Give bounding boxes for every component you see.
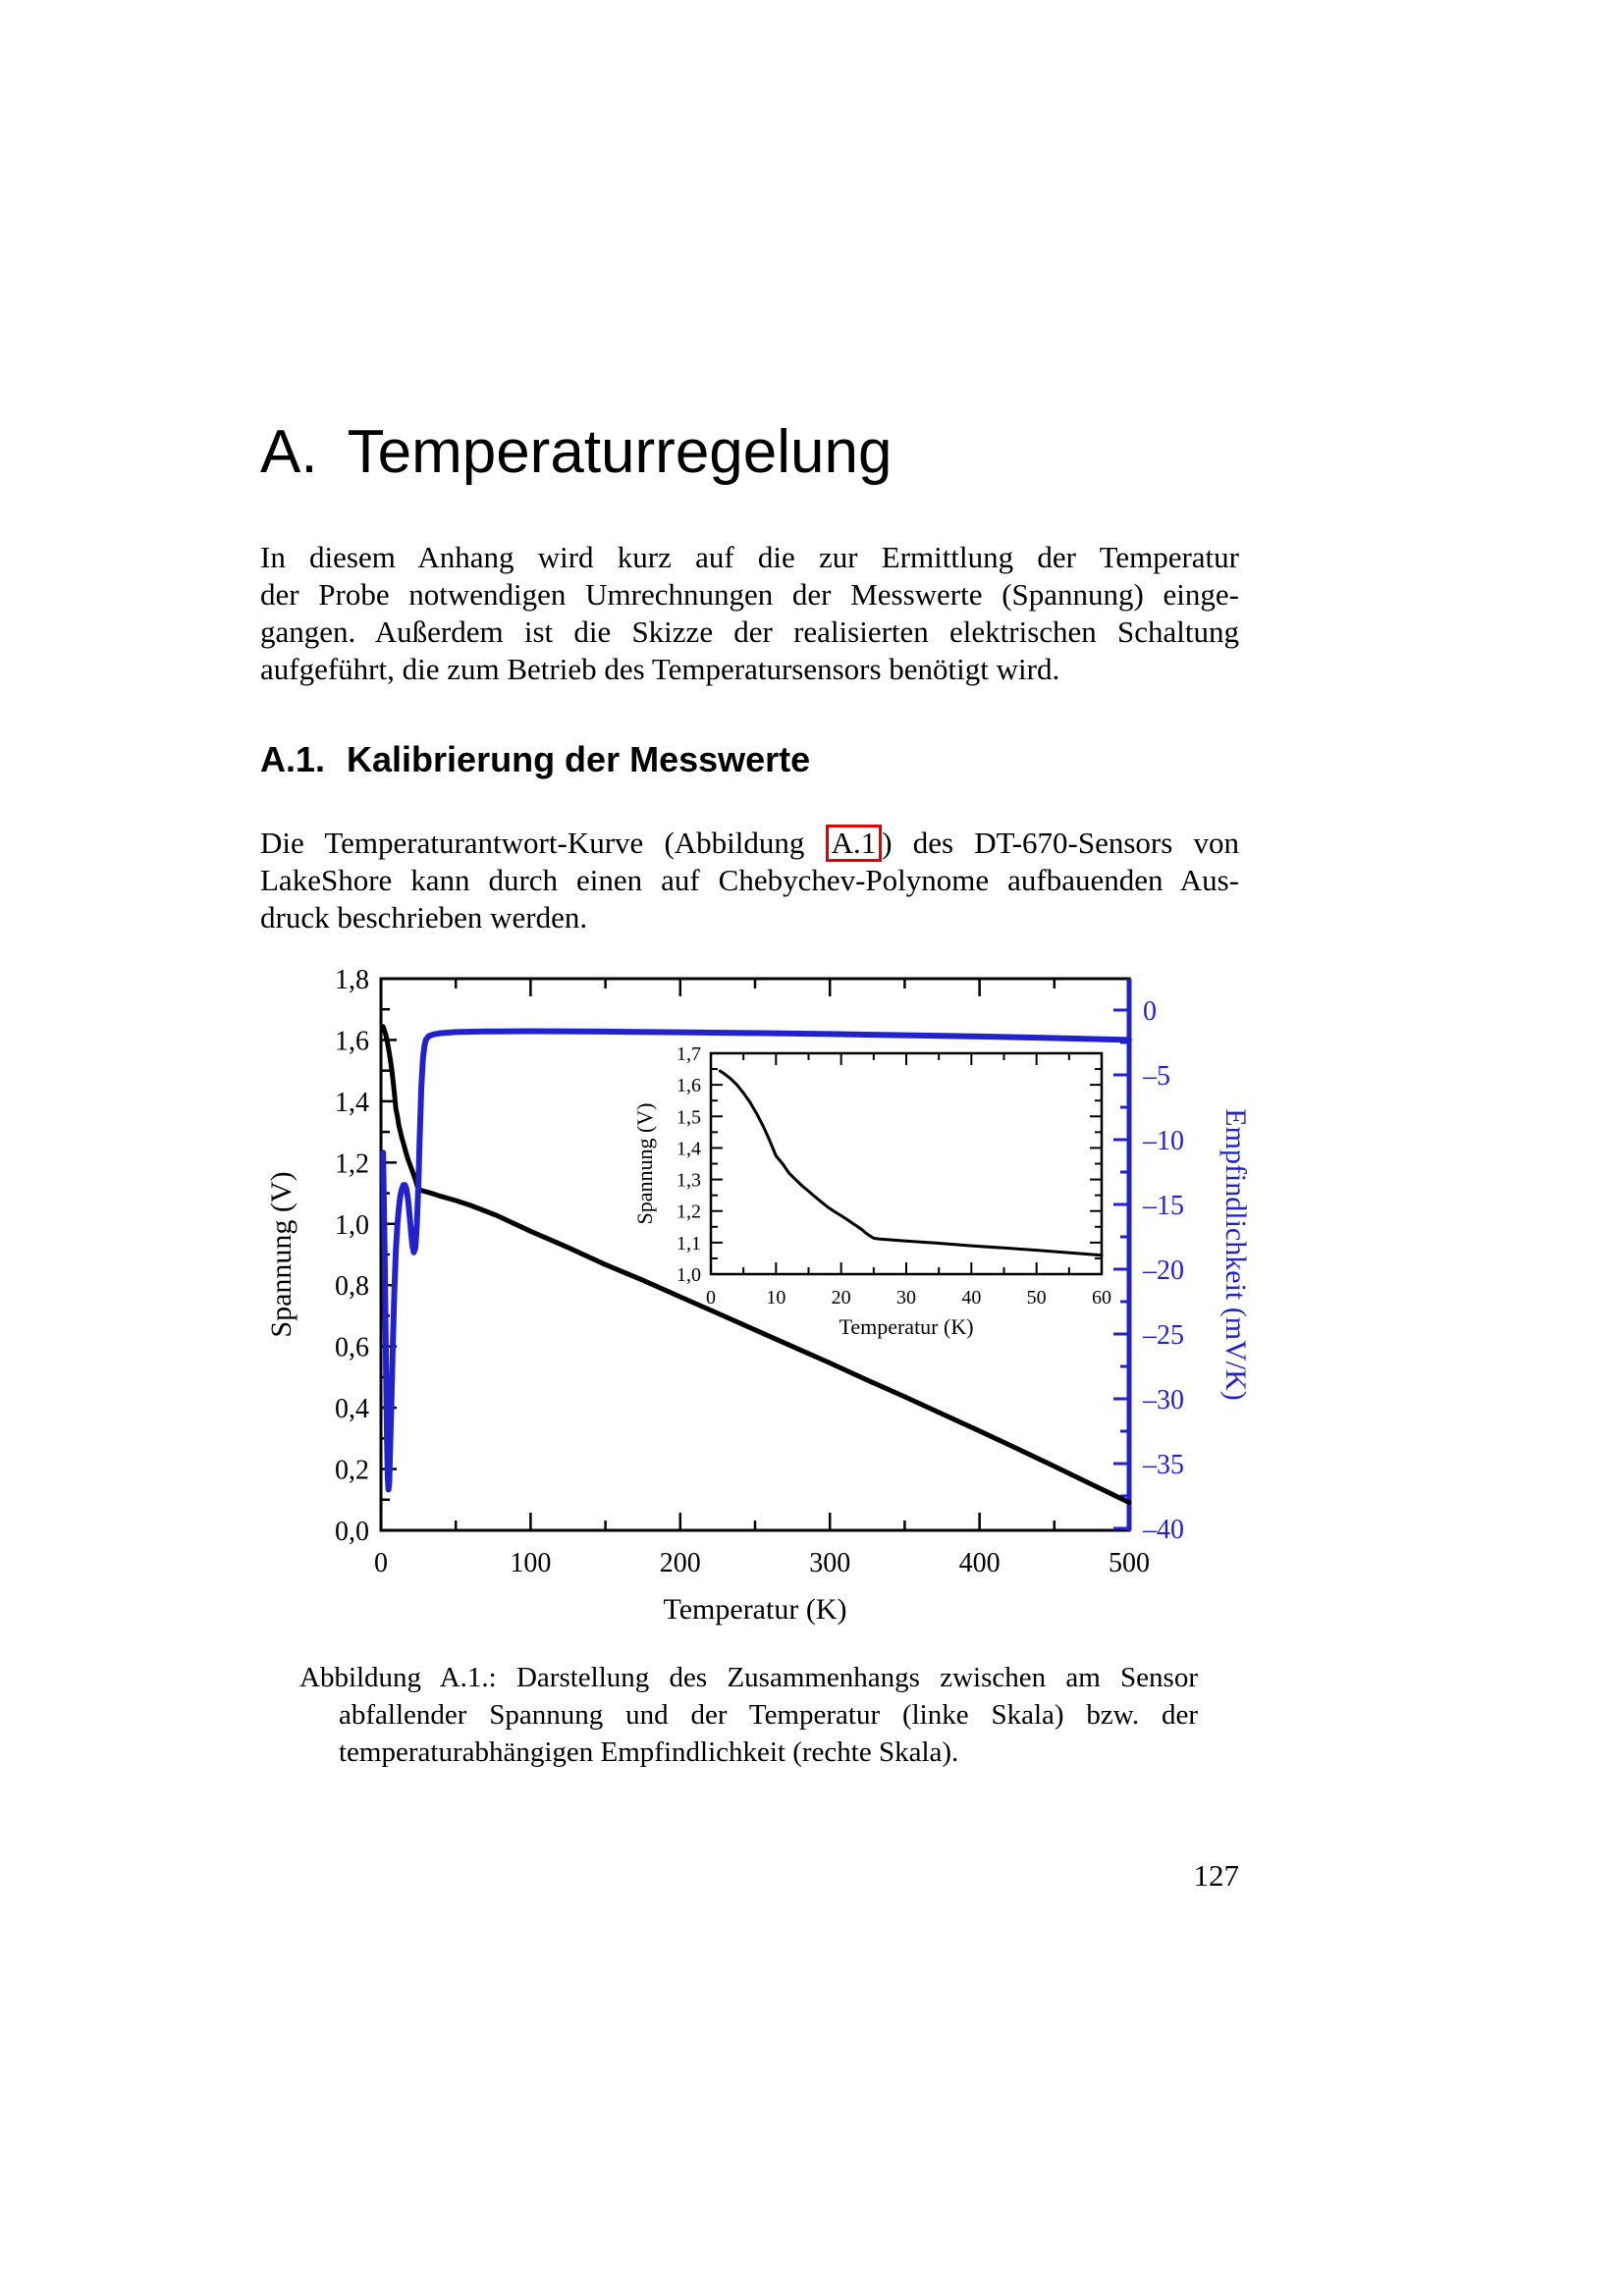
figure-caption: Abbildung A.1.: Darstellung des Zusammen… <box>299 1659 1198 1771</box>
svg-text:50: 50 <box>1027 1287 1047 1308</box>
svg-text:200: 200 <box>660 1548 701 1578</box>
body-line-1-before: Die Temperaturantwort-Kurve (Abbildung <box>260 826 805 860</box>
svg-text:–40: –40 <box>1142 1515 1184 1545</box>
svg-text:Spannung (V): Spannung (V) <box>632 1102 657 1224</box>
svg-text:10: 10 <box>766 1287 785 1308</box>
figure-reference-link[interactable]: A.1 <box>825 825 883 862</box>
page-number: 127 <box>1193 1858 1240 1893</box>
svg-text:0: 0 <box>706 1287 716 1308</box>
intro-line-4: aufgeführt, die zum Betrieb des Temperat… <box>260 652 1060 686</box>
svg-text:0,4: 0,4 <box>335 1394 369 1424</box>
svg-text:–30: –30 <box>1142 1385 1184 1415</box>
intro-line-3: gangen. Außerdem ist die Skizze der real… <box>260 614 1239 649</box>
svg-text:0,6: 0,6 <box>335 1333 369 1363</box>
svg-text:1,3: 1,3 <box>677 1170 701 1192</box>
svg-text:30: 30 <box>896 1287 916 1308</box>
intro-paragraph: In diesem Anhang wird kurz auf die zur E… <box>260 539 1239 688</box>
caption-line-3: temperaturabhängigen Empfindlichkeit (re… <box>339 1736 959 1768</box>
svg-text:1,0: 1,0 <box>335 1210 369 1241</box>
svg-text:40: 40 <box>961 1287 981 1308</box>
section-title: Kalibrierung der Messwerte <box>347 739 811 779</box>
svg-text:–25: –25 <box>1142 1320 1184 1351</box>
svg-text:Empfindlichkeit (mV/K): Empfindlichkeit (mV/K) <box>1219 1108 1252 1400</box>
svg-text:0,8: 0,8 <box>335 1271 369 1302</box>
caption-line-2: abfallender Spannung und der Temperatur … <box>339 1699 1198 1731</box>
svg-text:500: 500 <box>1109 1548 1150 1578</box>
svg-text:1,4: 1,4 <box>335 1088 369 1118</box>
svg-text:300: 300 <box>809 1548 850 1578</box>
svg-text:–5: –5 <box>1142 1061 1170 1092</box>
svg-text:–20: –20 <box>1142 1255 1184 1286</box>
svg-text:60: 60 <box>1092 1287 1111 1308</box>
svg-text:1,0: 1,0 <box>677 1264 701 1286</box>
svg-text:1,8: 1,8 <box>335 965 369 995</box>
body-line-2: LakeShore kann durch einen auf Chebychev… <box>260 863 1239 897</box>
body-line-3: druck beschrieben werden. <box>260 900 588 934</box>
right-axis: 0 –5 –10 –15 –20 –25 –30 –35 –40 Empfindlichkeit … <box>1113 979 1252 1545</box>
svg-text:100: 100 <box>510 1548 551 1578</box>
svg-text:Temperatur (K): Temperatur (K) <box>839 1314 973 1339</box>
svg-text:1,2: 1,2 <box>335 1148 369 1179</box>
svg-text:0,0: 0,0 <box>335 1517 369 1547</box>
inset-chart: 0 10 20 30 40 50 60 Temperatur (K) 1,0 1,1 1,2 1,3 1… <box>632 1043 1111 1339</box>
svg-text:Temperatur (K): Temperatur (K) <box>664 1593 847 1626</box>
svg-text:0: 0 <box>1143 996 1157 1027</box>
body-paragraph: Die Temperaturantwort-Kurve (Abbildung A… <box>260 825 1239 936</box>
svg-text:400: 400 <box>959 1548 1001 1578</box>
intro-line-1: In diesem Anhang wird kurz auf die zur E… <box>260 540 1239 574</box>
svg-text:20: 20 <box>832 1287 851 1308</box>
empfindlichkeit-curve <box>380 1028 1132 1493</box>
svg-text:1,6: 1,6 <box>335 1026 369 1056</box>
svg-text:–10: –10 <box>1142 1126 1184 1156</box>
svg-text:1,1: 1,1 <box>677 1233 701 1255</box>
svg-text:0,2: 0,2 <box>335 1456 369 1486</box>
body-line-1: Die Temperaturantwort-Kurve (Abbildung A… <box>260 825 1239 862</box>
svg-text:Spannung (V): Spannung (V) <box>265 1171 298 1337</box>
svg-text:1,2: 1,2 <box>677 1201 701 1223</box>
svg-text:–15: –15 <box>1142 1191 1184 1221</box>
chapter-number: A. <box>260 418 318 486</box>
svg-text:1,7: 1,7 <box>677 1043 701 1065</box>
svg-text:1,6: 1,6 <box>677 1075 701 1096</box>
section-heading: A.1. Kalibrierung der Messwerte <box>260 742 810 777</box>
caption-line-1: Abbildung A.1.: Darstellung des Zusammen… <box>299 1662 1198 1693</box>
svg-text:1,4: 1,4 <box>677 1138 701 1159</box>
inset-spannung-curve <box>718 1069 1104 1257</box>
chapter-heading: A. Temperaturregelung <box>260 422 892 483</box>
svg-text:0: 0 <box>374 1548 388 1578</box>
svg-text:–35: –35 <box>1142 1450 1184 1480</box>
intro-line-2: der Probe notwendigen Umrechnungen der M… <box>260 577 1239 612</box>
svg-text:1,5: 1,5 <box>677 1106 701 1128</box>
section-number: A.1. <box>260 739 326 779</box>
chapter-title: Temperaturregelung <box>347 418 893 486</box>
left-axis: 0,0 0,2 0,4 0,6 0,8 1,0 1,2 1,4 1,6 1,8 Spannung (… <box>265 965 397 1547</box>
body-line-1-after: ) des DT-670-Sensors von <box>882 826 1239 860</box>
